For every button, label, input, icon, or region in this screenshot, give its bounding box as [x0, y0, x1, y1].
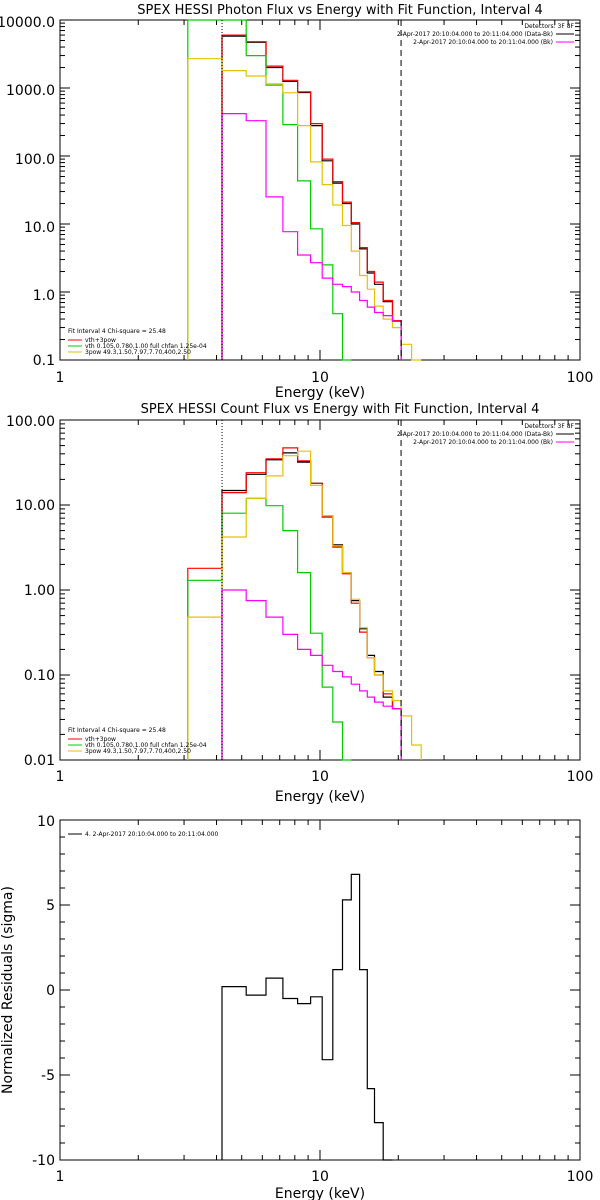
- plot-frame: [59, 819, 581, 1161]
- vertical-markers: [221, 20, 402, 360]
- legend-label-data: 2-Apr-2017 20:10:04.000 to 20:11:04.000 …: [397, 431, 553, 438]
- y-tick-label-5: 5: [46, 898, 55, 914]
- x-axis-label: Energy (keV): [275, 385, 365, 401]
- legend-label-3pow: 3pow 49.3,1.50,7.97,7.70,400,2.50: [85, 349, 191, 356]
- fit-legend-header: Fit Interval 4 Chi-square = 25.48: [68, 727, 166, 734]
- x-tick-label-100: 100: [567, 769, 594, 785]
- plot-frame: [59, 19, 581, 361]
- y-tick-label-100: 100.00: [6, 414, 55, 430]
- y-tick-label-1: 1.0: [33, 288, 55, 304]
- series-step-line-0: [221, 35, 402, 360]
- x-tick-label-10: 10: [311, 1169, 329, 1185]
- traces: [187, 447, 422, 761]
- series-step-line-3: [187, 58, 422, 361]
- legend-label-vth: vth 0.105,0.780,1.00 full chfan 1.25e-04: [85, 742, 207, 749]
- x-tick-label-1: 1: [56, 1169, 65, 1185]
- axis-ticks: [59, 819, 581, 1161]
- legend-bottom-left: Fit Interval 4 Chi-square = 25.48 vth+3p…: [68, 727, 207, 755]
- series-step-line-1: [221, 34, 402, 360]
- traces: [187, 19, 422, 361]
- fit-legend-header: Fit Interval 4 Chi-square = 25.48: [68, 328, 166, 335]
- series-step-line-2: [187, 19, 352, 361]
- legend-top-right: Detectors: 3F 8F 2-Apr-2017 20:10:04.000…: [397, 23, 575, 46]
- vertical-markers: [221, 420, 402, 760]
- legend-bottom-left: Fit Interval 4 Chi-square = 25.48 vth+3p…: [68, 328, 207, 356]
- legend-label-interval: 4. 2-Apr-2017 20:10:04.000 to 20:11:04.0…: [85, 831, 218, 838]
- x-tick-label-100: 100: [567, 370, 594, 386]
- y-tick-label-0.01: 0.01: [24, 753, 55, 769]
- legend-header: Detectors: 3F 8F: [524, 423, 574, 430]
- y-tick-label-10: 10.00: [15, 498, 55, 514]
- x-axis-label: Energy (keV): [275, 1186, 365, 1200]
- legend-header: Detectors: 3F 8F: [524, 23, 574, 30]
- axis-ticks: [59, 19, 581, 361]
- count-flux-panel: SPEX HESSI Count Flux vs Energy with Fit…: [6, 402, 593, 805]
- legend-label-vth-3pow: vth+3pow: [85, 337, 116, 344]
- x-tick-label-1: 1: [56, 769, 65, 785]
- legend-residuals: 4. 2-Apr-2017 20:10:04.000 to 20:11:04.0…: [68, 831, 218, 838]
- residuals-panel: 1 10 100 Energy (keV) -10 -5 0 5 10 Norm…: [0, 814, 593, 1200]
- x-tick-label-1: 1: [56, 370, 65, 386]
- plot-frame: [59, 419, 581, 761]
- series-step-line-2: [187, 497, 352, 761]
- legend-top-right: Detectors: 3F 8F 2-Apr-2017 20:10:04.000…: [397, 423, 575, 446]
- series-step-line-1: [187, 447, 402, 760]
- legend-label-bk: 2-Apr-2017 20:10:04.000 to 20:11:04.000 …: [413, 39, 553, 46]
- y-tick-label-0: 0: [46, 983, 55, 999]
- series-step-line-4: [221, 113, 402, 360]
- legend-label-3pow: 3pow 49.3,1.50,7.97,7.70,400,2.50: [85, 748, 191, 755]
- y-tick-label-100: 100.0: [15, 152, 55, 168]
- legend-label-bk: 2-Apr-2017 20:10:04.000 to 20:11:04.000 …: [413, 439, 553, 446]
- axis-ticks: [59, 419, 581, 761]
- legend-label-vth: vth 0.105,0.780,1.00 full chfan 1.25e-04: [85, 343, 207, 350]
- y-tick-label-10: 10: [37, 814, 55, 830]
- legend-label-vth-3pow: vth+3pow: [85, 736, 116, 743]
- chart-title: SPEX HESSI Photon Flux vs Energy with Fi…: [137, 3, 543, 18]
- x-axis-label: Energy (keV): [275, 789, 365, 805]
- x-tick-label-10: 10: [311, 370, 329, 386]
- y-tick-label-neg10: -10: [32, 1153, 55, 1169]
- series-step-line-0: [221, 873, 393, 1161]
- series-step-line-4: [221, 589, 402, 760]
- traces: [221, 873, 393, 1161]
- series-step-line-3: [187, 450, 422, 760]
- y-axis-label: Normalized Residuals (sigma): [0, 886, 16, 1094]
- y-tick-label-1: 1.00: [24, 583, 55, 599]
- x-tick-label-10: 10: [311, 769, 329, 785]
- photon-flux-panel: SPEX HESSI Photon Flux vs Energy with Fi…: [0, 3, 593, 401]
- series-step-line-0: [221, 452, 402, 760]
- y-tick-label-10000: 10000.0: [0, 15, 55, 31]
- legend-label-data: 2-Apr-2017 20:10:04.000 to 20:11:04.000 …: [397, 31, 553, 38]
- y-tick-label-0.1: 0.1: [33, 353, 55, 369]
- chart-title: SPEX HESSI Count Flux vs Energy with Fit…: [141, 402, 540, 417]
- y-tick-label-1000: 1000.0: [6, 83, 55, 99]
- x-tick-label-100: 100: [567, 1169, 594, 1185]
- y-tick-label-10: 10.0: [24, 220, 55, 236]
- y-tick-label-neg5: -5: [41, 1068, 55, 1084]
- y-tick-label-0.1: 0.10: [24, 668, 55, 684]
